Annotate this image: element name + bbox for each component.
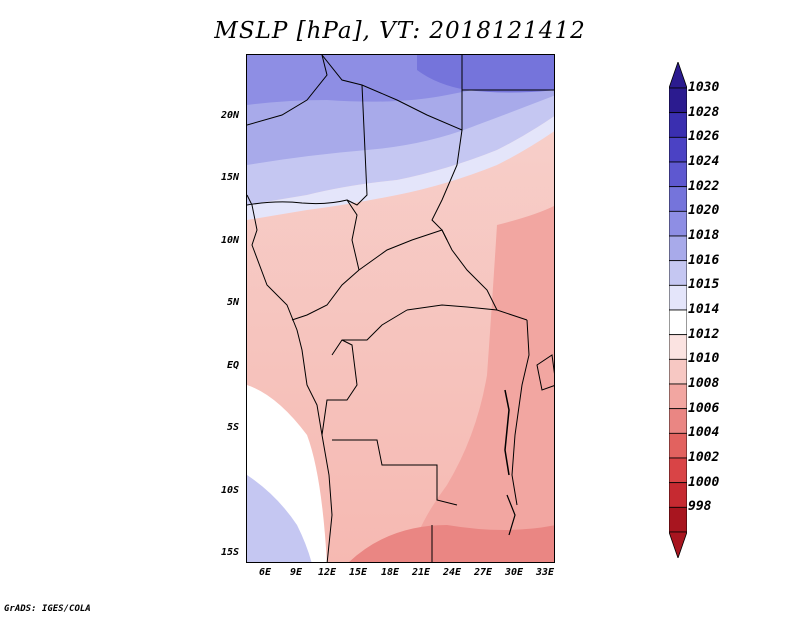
lon-label-21e: 21E xyxy=(411,567,431,578)
colorbar-swatch xyxy=(669,186,687,212)
colorbar-swatch xyxy=(669,260,687,286)
colorbar xyxy=(669,62,687,558)
colorbar-swatch xyxy=(669,136,687,163)
lat-label-15n: 15N xyxy=(220,172,239,183)
colorbar-label: 1015 xyxy=(688,277,720,293)
pressure-map xyxy=(246,54,555,563)
colorbar-label: 1030 xyxy=(688,80,720,95)
map-canvas xyxy=(247,55,554,562)
colorbar-label: 1008 xyxy=(688,376,720,391)
colorbar-label: 1016 xyxy=(688,252,720,268)
colorbar-label: 1024 xyxy=(688,154,720,169)
low-pressure-band-1006 xyxy=(349,525,554,562)
colorbar-swatch xyxy=(669,112,687,138)
colorbar-label: 1022 xyxy=(688,178,720,194)
band-1015 xyxy=(247,116,554,220)
colorbar-label: 998 xyxy=(688,499,712,515)
colorbar-label: 1026 xyxy=(688,129,720,145)
colorbar-swatch xyxy=(669,284,687,311)
colorbar-swatch xyxy=(669,506,687,533)
credit-text: GrADS: IGES/COLA xyxy=(4,604,91,614)
lon-label-6e: 6E xyxy=(258,567,272,578)
colorbar-swatch xyxy=(669,235,687,262)
lat-label-10n: 10N xyxy=(220,235,239,246)
country-borders xyxy=(247,55,554,562)
colorbar-swatch xyxy=(669,358,687,385)
colorbar-bottom-arrow xyxy=(669,531,687,558)
lake-tanganyika xyxy=(504,389,510,476)
colorbar-swatch xyxy=(669,309,687,336)
colorbar-swatch xyxy=(669,87,687,114)
map-title: MSLP [hPa], VT: 2018121412 xyxy=(214,18,586,44)
colorbar-swatch xyxy=(669,383,687,410)
high-pressure-band-1022 xyxy=(417,55,554,93)
ocean-band-1016 xyxy=(247,475,312,562)
lat-label-5s: 5S xyxy=(226,422,239,433)
lat-label-15s: 15S xyxy=(220,547,239,558)
lon-label-33e: 33E xyxy=(535,567,555,578)
lat-label-eq: EQ xyxy=(226,360,239,371)
colorbar-label: 1028 xyxy=(688,104,720,120)
colorbar-swatch xyxy=(669,408,687,434)
colorbar-label: 1014 xyxy=(688,302,720,317)
colorbar-swatch xyxy=(669,210,687,237)
colorbar-label: 1002 xyxy=(688,450,720,465)
coastline xyxy=(247,194,333,562)
colorbar-label: 1006 xyxy=(688,400,720,416)
lake-malawi xyxy=(506,494,516,536)
colorbar-label: 1012 xyxy=(688,326,720,342)
colorbar-swatch xyxy=(669,482,687,508)
lon-label-15e: 15E xyxy=(348,567,368,578)
lon-label-30e: 30E xyxy=(504,567,524,578)
lon-label-27e: 27E xyxy=(473,567,493,578)
lon-label-24e: 24E xyxy=(442,567,462,578)
colorbar-swatch xyxy=(669,457,687,484)
colorbar-label: 1004 xyxy=(688,425,720,441)
colorbar-swatch xyxy=(669,161,687,188)
lat-label-10s: 10S xyxy=(220,485,239,496)
lon-label-9e: 9E xyxy=(289,567,303,578)
colorbar-label: 1010 xyxy=(688,351,720,367)
lake-victoria xyxy=(536,354,554,391)
colorbar-top-arrow xyxy=(669,62,687,89)
lon-label-12e: 12E xyxy=(317,567,337,578)
colorbar-swatch xyxy=(669,334,687,360)
low-pressure-band-1008 xyxy=(407,205,554,562)
colorbar-label: 1018 xyxy=(688,228,720,243)
colorbar-label: 1000 xyxy=(688,474,720,490)
colorbar-swatch xyxy=(669,432,687,459)
lat-label-20n: 20N xyxy=(220,110,239,121)
lat-label-5n: 5N xyxy=(226,297,239,308)
colorbar-label: 1020 xyxy=(688,203,720,219)
lon-label-18e: 18E xyxy=(380,567,400,578)
